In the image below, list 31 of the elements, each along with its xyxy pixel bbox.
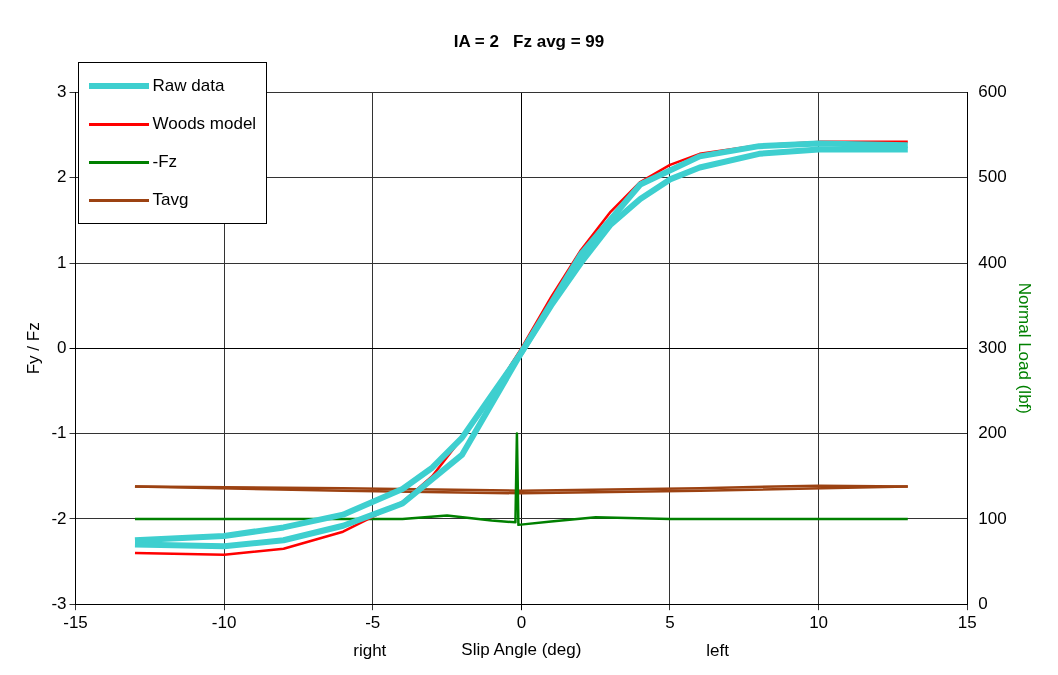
x-tick-label: -10 (211, 613, 237, 633)
y-tick-label: -2 (51, 508, 67, 528)
text: right (353, 641, 387, 661)
y2-tick-label: 400 (978, 252, 1007, 272)
x-tick-label: 15 (957, 613, 977, 633)
legend-label: Raw data (152, 76, 225, 97)
y-tick-label: -3 (51, 593, 67, 613)
x-tick-label: 5 (665, 613, 675, 633)
chart-title: IA = 2 Fz avg = 99 (453, 31, 605, 51)
x-tick-label: 10 (809, 613, 829, 633)
text: left (706, 641, 730, 661)
x-axis-title: Slip Angle (deg) (461, 640, 582, 660)
y2-tick-label: 100 (978, 508, 1007, 528)
y2-tick-label: 0 (978, 593, 988, 613)
y-tick-label: 3 (57, 82, 67, 102)
y2-axis-title: Normal Load (lbf) (1015, 282, 1035, 414)
y2-tick-label: 300 (978, 337, 1007, 357)
y2-tick-label: 500 (978, 167, 1007, 187)
y2-tick-label: 200 (978, 423, 1007, 443)
legend-label: Woods model (152, 114, 257, 135)
legend-label: Tavg (152, 190, 189, 211)
y-tick-label: 1 (57, 252, 67, 272)
y2-tick-label: 600 (978, 82, 1007, 102)
y-axis-title: Fy / Fz (23, 322, 43, 375)
x-tick-label: -5 (365, 613, 381, 633)
x-tick-label: -15 (63, 613, 88, 633)
y-tick-label: 2 (57, 167, 67, 187)
y-tick-label: 0 (57, 337, 67, 357)
legend-label: -Fz (152, 152, 178, 173)
y-tick-label: -1 (51, 423, 67, 443)
x-tick-label: 0 (516, 613, 527, 633)
